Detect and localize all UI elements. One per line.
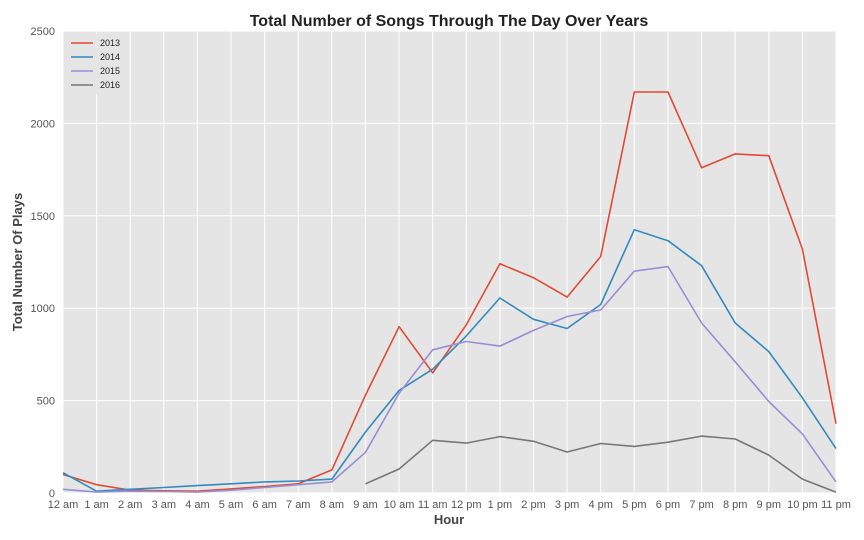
x-tick-label: 10 pm — [787, 499, 818, 511]
x-tick-label: 1 am — [84, 499, 108, 511]
y-axis-label: Total Number Of Plays — [10, 193, 25, 331]
legend: 2013 2014 2015 2016 — [66, 34, 128, 94]
x-tick-label: 5 pm — [622, 499, 646, 511]
y-tick-label: 2500 — [31, 26, 55, 38]
series-line-2016 — [365, 435, 837, 493]
x-tick-label: 5 am — [219, 499, 243, 511]
series-line-2015 — [62, 265, 837, 493]
x-tick-label: 7 pm — [689, 499, 713, 511]
x-tick-label: 2 am — [118, 499, 142, 511]
series-line-2013 — [62, 91, 837, 492]
series-line-2014 — [62, 228, 837, 492]
x-tick-label: 11 pm — [821, 499, 851, 511]
grid-lines — [62, 30, 837, 494]
x-tick-label: 10 am — [384, 499, 415, 511]
legend-label-2013: 2013 — [100, 38, 120, 48]
legend-label-2016: 2016 — [100, 80, 120, 90]
x-tick-label: 8 am — [320, 499, 344, 511]
x-tick-label: 12 am — [48, 499, 79, 511]
x-tick-labels: 12 am 1 am 2 am 3 am 4 am 5 am 6 am 7 am 8 am 9 a… — [48, 499, 851, 511]
x-axis-label: Hour — [434, 512, 464, 527]
x-tick-label: 12 pm — [451, 499, 482, 511]
x-tick-label: 2 pm — [521, 499, 545, 511]
legend-box — [66, 34, 128, 94]
x-tick-label: 1 pm — [488, 499, 512, 511]
x-tick-label: 7 am — [286, 499, 310, 511]
legend-label-2014: 2014 — [100, 52, 120, 62]
x-tick-label: 4 am — [185, 499, 209, 511]
x-tick-label: 9 am — [353, 499, 377, 511]
x-tick-label: 3 am — [152, 499, 176, 511]
legend-label-2015: 2015 — [100, 66, 120, 76]
x-tick-label: 9 pm — [757, 499, 781, 511]
y-tick-label: 1000 — [31, 303, 55, 315]
x-tick-label: 8 pm — [723, 499, 747, 511]
chart-title: Total Number of Songs Through The Day Ov… — [250, 13, 649, 30]
x-tick-label: 11 am — [418, 499, 448, 511]
series-lines — [62, 91, 837, 493]
y-tick-label: 500 — [37, 396, 55, 408]
x-tick-label: 6 am — [252, 499, 276, 511]
plot-background — [63, 31, 836, 493]
y-tick-label: 0 — [49, 488, 55, 500]
x-tick-label: 3 pm — [555, 499, 579, 511]
x-tick-label: 4 pm — [589, 499, 613, 511]
x-tick-label: 6 pm — [656, 499, 680, 511]
y-tick-label: 2000 — [31, 118, 55, 130]
y-tick-label: 1500 — [31, 211, 55, 223]
y-tick-labels: 0 500 1000 1500 2000 2500 — [31, 26, 55, 500]
